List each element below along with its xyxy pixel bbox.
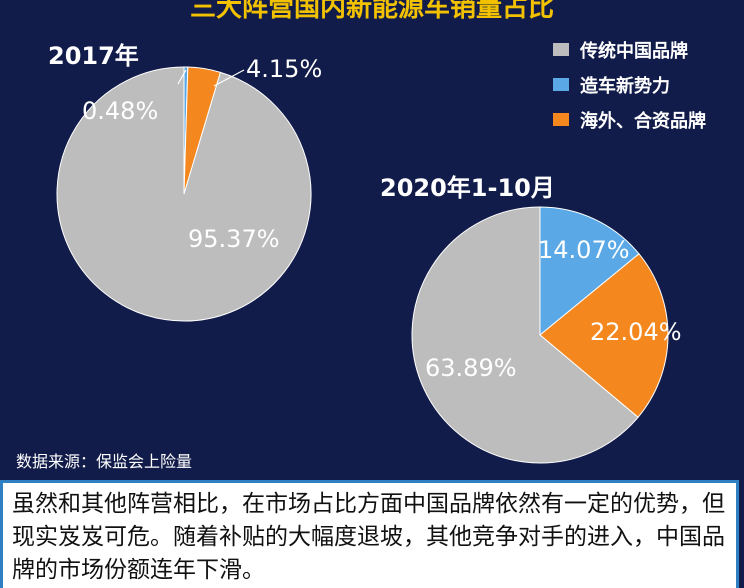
pie-2020-slice-0 xyxy=(539,206,640,337)
commentary-text: 虽然和其他阵营相比，在市场占比方面中国品牌依然有一定的优势，但现实岌岌可危。随着… xyxy=(12,491,725,583)
pie-2017-leader-line-1 xyxy=(213,69,245,87)
pie-2020-label-2: 63.89% xyxy=(425,354,517,382)
chart-title-2020: 2020年1-10月 xyxy=(380,174,555,202)
chart-title-2017: 2017年 xyxy=(48,42,139,70)
legend-item-foreign-jv: 海外、合资品牌 xyxy=(553,102,706,137)
pie-2017-label-1: 4.15% xyxy=(246,55,322,83)
pie-charts: 0.48% 4.15% 95.37% 14.07% 22.04% 63.89% xyxy=(56,55,682,464)
page-title: 三大阵营国内新能源车销量占比 xyxy=(189,0,554,23)
pie-2020-label-0: 14.07% xyxy=(538,236,630,264)
pie-2017-leader-line-0 xyxy=(177,69,187,85)
legend-swatch-new-forces xyxy=(553,78,569,91)
legend-label-foreign-jv: 海外、合资品牌 xyxy=(580,110,706,132)
legend-swatch-foreign-jv xyxy=(553,113,569,126)
data-source-note: 数据来源：保监会上险量 xyxy=(16,452,193,471)
legend-label-traditional: 传统中国品牌 xyxy=(580,40,688,62)
pie-2020-slice-1 xyxy=(539,253,669,418)
legend-item-traditional: 传统中国品牌 xyxy=(553,32,706,67)
pie-2020-label-1: 22.04% xyxy=(590,318,682,346)
legend-item-new-forces: 造车新势力 xyxy=(553,67,706,102)
pie-2017-label-2: 95.37% xyxy=(188,225,280,253)
legend-swatch-traditional xyxy=(553,43,569,56)
pie-2020-slice-2 xyxy=(411,206,639,464)
legend: 传统中国品牌 造车新势力 海外、合资品牌 xyxy=(553,32,706,137)
commentary-box: 虽然和其他阵营相比，在市场占比方面中国品牌依然有一定的优势，但现实岌岌可危。随着… xyxy=(0,480,739,588)
pie-2017-slice-2 xyxy=(56,66,312,322)
legend-label-new-forces: 造车新势力 xyxy=(580,75,670,97)
pie-2017-label-0: 0.48% xyxy=(82,97,158,125)
